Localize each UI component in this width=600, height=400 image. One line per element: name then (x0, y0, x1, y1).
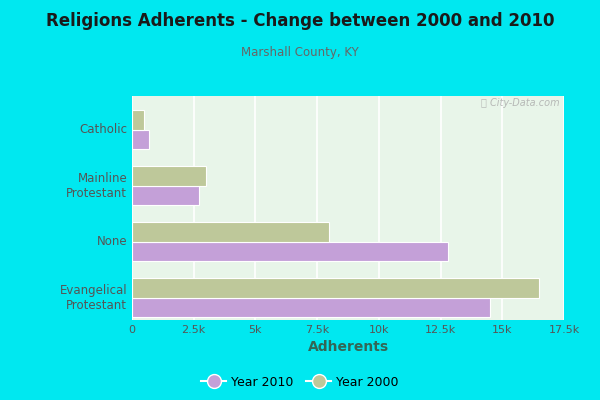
Text: Religions Adherents - Change between 2000 and 2010: Religions Adherents - Change between 200… (46, 12, 554, 30)
Bar (132, 298, 490, 317)
Bar (132, 130, 149, 149)
Legend: Year 2010, Year 2000: Year 2010, Year 2000 (196, 371, 404, 394)
Bar (132, 222, 329, 242)
Bar (132, 166, 206, 186)
Text: ⓘ City-Data.com: ⓘ City-Data.com (481, 98, 560, 108)
Bar (132, 110, 145, 130)
Bar (132, 186, 199, 205)
X-axis label: Adherents: Adherents (307, 340, 389, 354)
Bar (132, 278, 539, 298)
Bar (132, 242, 448, 261)
Text: Marshall County, KY: Marshall County, KY (241, 46, 359, 59)
